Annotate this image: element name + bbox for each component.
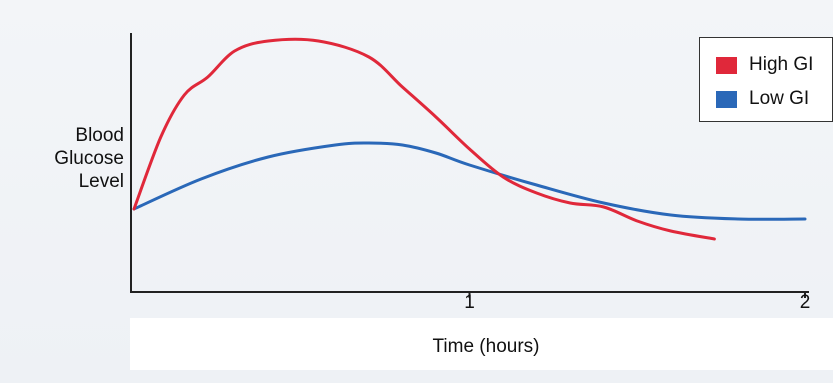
legend-item-low-gi: Low GI [716,88,809,110]
y-axis-label: Blood Glucose Level [54,125,124,192]
legend-label-high-gi: High GI [749,54,814,75]
x-axis-label: Time (hours) [432,336,540,357]
series-line-low-gi [132,141,807,221]
x-axis-label-band [130,318,833,370]
legend-swatch-high-gi [716,56,737,74]
legend: High GI Low GI [699,37,833,122]
legend-swatch-low-gi [716,90,737,108]
legend-label-low-gi: Low GI [749,88,810,109]
x-tick-label-2: 2 [799,292,811,313]
x-tick-label-1: 1 [464,292,475,313]
series-line-high-gi [132,37,716,241]
legend-item-high-gi: High GI [716,54,813,76]
